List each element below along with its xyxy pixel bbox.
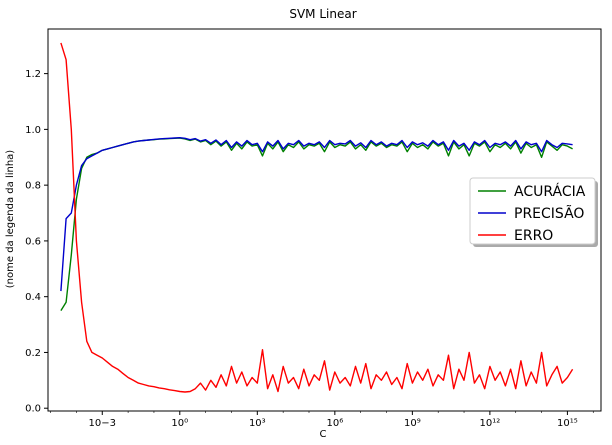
y-tick-label: 0.2 (25, 348, 41, 359)
x-tick-label: 10¹² (480, 418, 501, 429)
x-axis-label: C (320, 429, 327, 440)
series-line-erro (60, 42, 574, 393)
x-tick-label: 10³ (249, 418, 266, 429)
legend-label: PRECISÃO (514, 205, 584, 222)
x-axis: 10−3 10⁰ 10³ 10⁶ 10⁹ 10¹² 10¹⁵ (50, 411, 594, 429)
chart-title: SVM Linear (289, 7, 356, 21)
y-tick-label: 0.4 (25, 292, 41, 303)
y-tick-label: 0.8 (25, 181, 41, 192)
y-axis-label: (nome da legenda da linha) (5, 150, 16, 289)
legend-label: ERRO (514, 228, 553, 244)
x-tick-label: 10⁰ (171, 418, 188, 429)
x-tick-label: 10¹⁵ (557, 418, 578, 429)
legend-label: ACURÁCIA (514, 183, 586, 200)
plot-frame (47, 28, 602, 412)
x-tick-label: 10⁹ (404, 418, 421, 429)
series-line-precisao (60, 136, 573, 292)
y-tick-label: 1.0 (25, 125, 41, 136)
y-tick-label: 0.6 (25, 236, 41, 247)
legend: ACURÁCIA PRECISÃO ERRO (469, 177, 598, 247)
legend-box (469, 177, 596, 245)
x-tick-label: 10⁶ (326, 418, 343, 429)
x-tick-label: 10−3 (89, 418, 116, 429)
series-lines (60, 42, 574, 393)
y-axis: 0.0 0.2 0.4 0.6 0.8 1.0 1.2 (25, 69, 48, 415)
y-tick-label: 1.2 (25, 69, 41, 80)
y-tick-label: 0.0 (25, 404, 41, 415)
